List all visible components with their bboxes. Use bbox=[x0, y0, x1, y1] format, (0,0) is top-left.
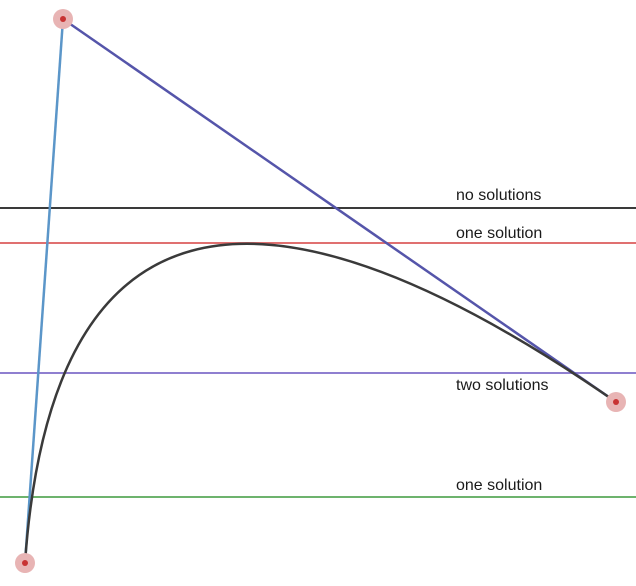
one-solution-bottom-label: one solution bbox=[456, 477, 542, 494]
control-point-end[interactable] bbox=[606, 392, 626, 412]
two-solutions-label: two solutions bbox=[456, 377, 549, 394]
end-handle-line bbox=[62, 17, 617, 404]
control-point-top[interactable] bbox=[53, 9, 73, 29]
no-solutions-label: no solutions bbox=[456, 187, 541, 204]
control-point-start-dot[interactable] bbox=[22, 560, 28, 566]
bezier-curve bbox=[23, 242, 617, 564]
start-handle-line bbox=[23, 18, 65, 564]
control-point-top-dot[interactable] bbox=[60, 16, 66, 22]
one-solution-top-label: one solution bbox=[456, 225, 542, 242]
control-point-start[interactable] bbox=[15, 553, 35, 573]
control-point-end-dot[interactable] bbox=[613, 399, 619, 405]
